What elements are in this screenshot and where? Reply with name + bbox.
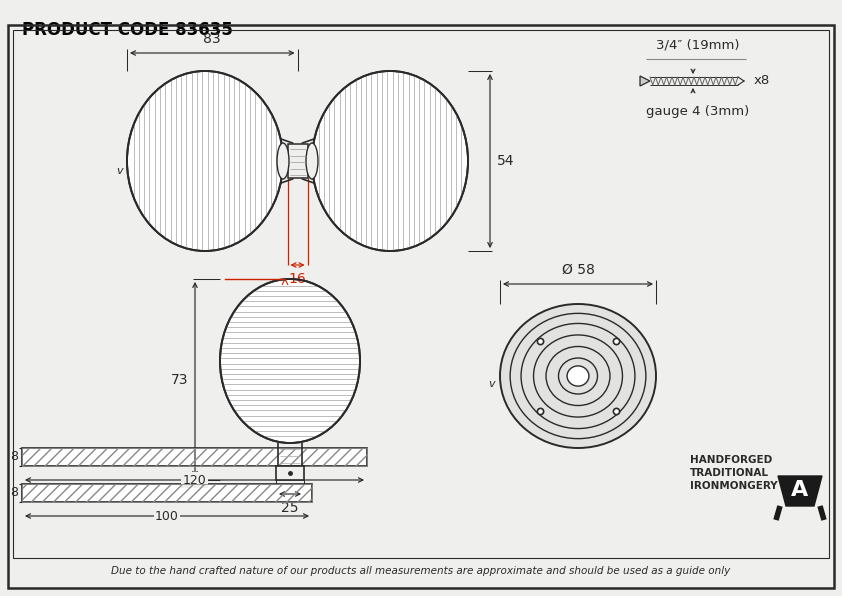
- Text: 3/4″ (19mm): 3/4″ (19mm): [656, 39, 740, 52]
- Text: 100: 100: [155, 510, 179, 523]
- Text: Due to the hand crafted nature of our products all measurements are approximate : Due to the hand crafted nature of our pr…: [111, 566, 731, 576]
- Text: x8: x8: [754, 74, 770, 88]
- Bar: [13, 30, 829, 558]
- Bar: [287, 144, 307, 178]
- Ellipse shape: [306, 143, 318, 179]
- Text: PRODUCT CODE 83635: PRODUCT CODE 83635: [22, 21, 233, 39]
- Text: 120: 120: [183, 473, 206, 486]
- Polygon shape: [778, 476, 822, 506]
- Ellipse shape: [500, 304, 656, 448]
- Text: IRONMONGERY: IRONMONGERY: [690, 481, 778, 491]
- Text: HANDFORGED: HANDFORGED: [690, 455, 772, 465]
- Text: Ø 58: Ø 58: [562, 263, 594, 277]
- Text: v: v: [116, 166, 123, 176]
- Bar: [22, 484, 312, 502]
- Ellipse shape: [127, 71, 283, 251]
- Bar: [22, 484, 312, 502]
- Text: 83: 83: [204, 32, 221, 46]
- Bar: [22, 448, 367, 466]
- Text: 8: 8: [10, 486, 18, 499]
- Ellipse shape: [312, 71, 468, 251]
- Text: 25: 25: [281, 501, 299, 515]
- Ellipse shape: [277, 143, 289, 179]
- Ellipse shape: [567, 366, 589, 386]
- Polygon shape: [640, 76, 650, 86]
- Text: v: v: [488, 379, 495, 389]
- Text: A: A: [791, 480, 808, 500]
- Text: TRADITIONAL: TRADITIONAL: [690, 468, 769, 478]
- Text: 54: 54: [497, 154, 514, 168]
- Bar: [22, 448, 367, 466]
- Ellipse shape: [220, 279, 360, 443]
- Text: 8: 8: [10, 451, 18, 464]
- Text: 73: 73: [170, 372, 188, 386]
- Bar: [276, 466, 304, 480]
- Text: 16: 16: [289, 272, 306, 286]
- Text: gauge 4 (3mm): gauge 4 (3mm): [647, 105, 749, 118]
